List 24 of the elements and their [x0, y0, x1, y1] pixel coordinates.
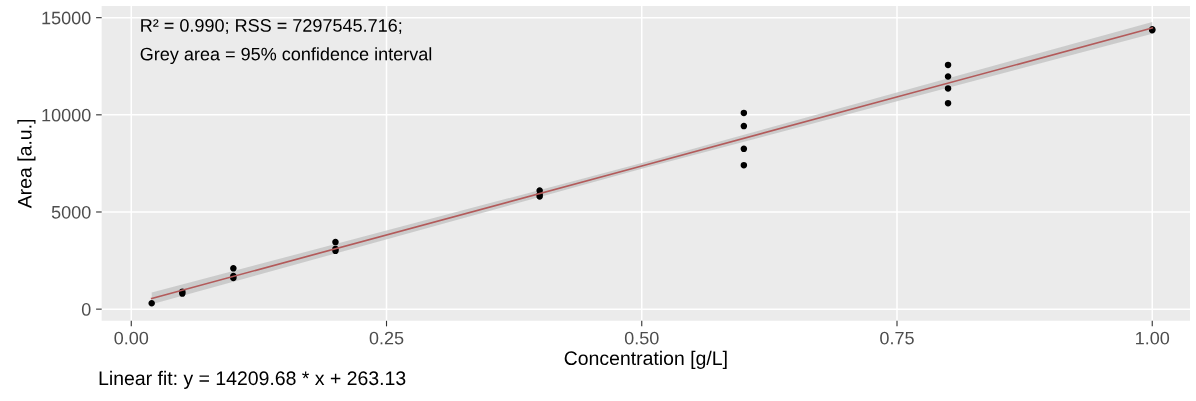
y-tick-label: 0 [81, 303, 91, 316]
x-tick-label: 0.25 [369, 331, 404, 345]
x-tick-label: 1.00 [1136, 331, 1170, 345]
x-tick-label: 0.50 [624, 331, 659, 345]
y-tick-label: 10000 [42, 108, 91, 122]
point [944, 99, 952, 107]
point [148, 300, 155, 307]
x-tick-label: 0.00 [114, 331, 149, 345]
point [230, 265, 237, 272]
y-axis-title: Area [a.u.] [17, 119, 36, 209]
x-axis-title: Concentration [g/L] [564, 350, 727, 369]
y-tick-label: 5000 [51, 205, 91, 219]
point [740, 109, 748, 117]
text: Linear fit: y = 14209.68 * x + 263.13 [99, 370, 406, 389]
point [944, 85, 952, 92]
point [740, 161, 748, 169]
point [944, 61, 952, 69]
y-tick-label: 15000 [42, 11, 91, 25]
point [332, 238, 339, 246]
annotation: R² = 0.990; RSS = 7297545.716; Grey area = 95% confidence interval [140, 19, 432, 65]
point [740, 145, 748, 153]
x-tick-label: 0.75 [880, 331, 914, 345]
point [740, 122, 748, 130]
point [944, 73, 952, 80]
